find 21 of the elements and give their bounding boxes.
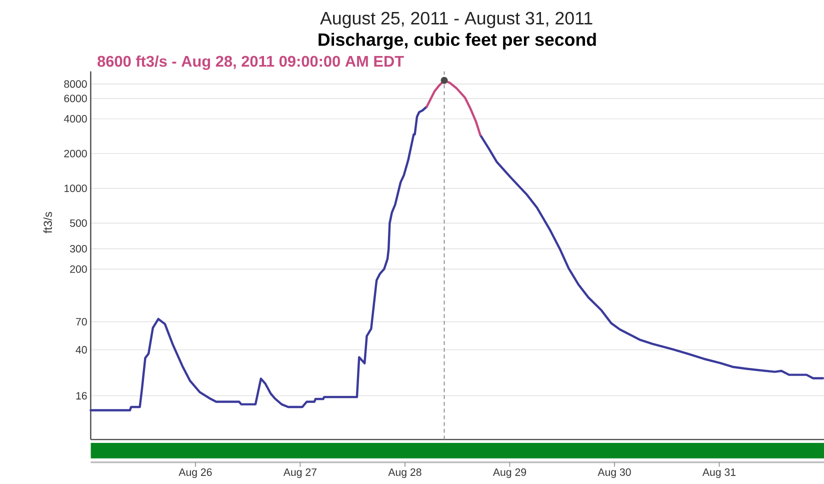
y-tick-label: 16 [76,392,87,400]
y-axis-title: ft3/s [43,212,52,234]
y-tick-label: 500 [70,219,87,227]
y-tick-label: 70 [76,318,87,326]
y-tick-label: 300 [70,244,87,252]
chart-title: August 25, 2011 - August 31, 2011 [320,12,592,28]
y-tick-label: 2000 [64,150,87,158]
chart-subtitle: Discharge, cubic feet per second [318,32,596,50]
y-tick-label: 40 [76,346,87,354]
y-tick-label: 6000 [64,94,87,102]
y-tick-label: 8000 [64,80,87,88]
y-tick-label: 4000 [64,114,87,123]
x-tick-label: Aug 30 [598,468,631,478]
x-tick-label: Aug 28 [388,468,422,478]
x-tick-label: Aug 26 [178,468,212,478]
x-tick-label: Aug 29 [492,468,526,478]
x-tick-label: Aug 31 [702,468,736,478]
y-tick-label: 200 [70,265,87,273]
annotation: 8600 ft3/s - Aug 28, 2011 09:00:00 AM EDT [98,55,404,70]
x-tick-label: Aug 27 [283,468,316,478]
y-tick-label: 1000 [64,184,87,192]
